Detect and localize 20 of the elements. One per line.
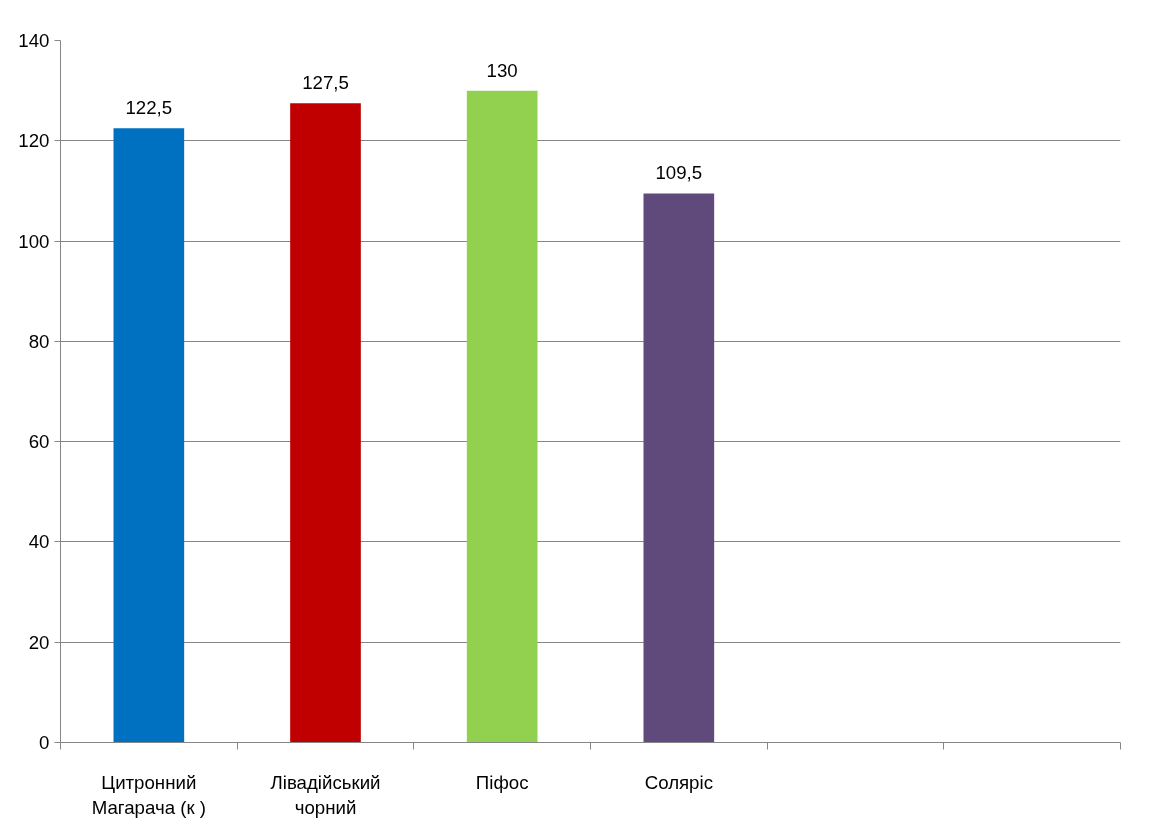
x-tick-label: Цитронний Магарача (к ) (91, 771, 206, 818)
y-tick-label: 60 (28, 431, 50, 453)
y-tick-label: 0 (39, 732, 50, 753)
bar (466, 90, 538, 743)
y-tick-label: 140 (18, 30, 50, 51)
y-tick-label: 120 (18, 130, 50, 152)
bar (113, 128, 185, 743)
x-tick-label: Лівадійський чорний (270, 771, 381, 818)
x-tick-label: Соляріс (644, 771, 713, 793)
bar (643, 193, 715, 743)
bar (290, 103, 361, 743)
y-tick-label: 40 (28, 531, 50, 553)
y-tick-label: 100 (18, 230, 50, 252)
y-tick-label: 20 (28, 631, 50, 653)
data-label: 127,5 (302, 72, 349, 94)
data-label: 130 (486, 59, 518, 81)
data-label: 122,5 (125, 97, 173, 119)
data-label: 109,5 (655, 162, 703, 184)
x-tick-label: Піфос (475, 771, 529, 793)
y-tick-label: 80 (28, 330, 50, 352)
